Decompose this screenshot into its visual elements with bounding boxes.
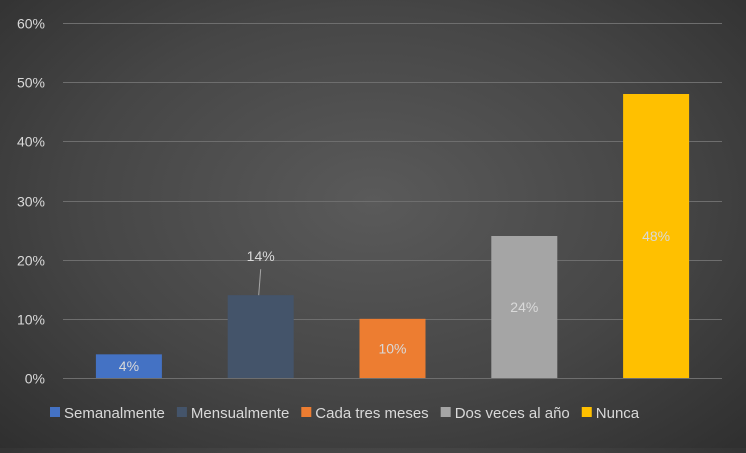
y-tick-label: 20% bbox=[17, 253, 45, 269]
data-label: 24% bbox=[510, 299, 538, 315]
y-tick-label: 0% bbox=[25, 371, 45, 387]
gridlines bbox=[63, 23, 722, 379]
legend-swatch bbox=[581, 407, 592, 417]
data-label: 48% bbox=[642, 228, 670, 244]
y-tick-label: 30% bbox=[17, 194, 45, 210]
legend: Semanalmente Mensualmente Cada tres meses D… bbox=[50, 405, 640, 422]
legend-label: Nunca bbox=[596, 405, 640, 422]
y-axis-ticks: 0% 10% 20% 30% 40% 50% 60% bbox=[17, 16, 45, 387]
bar bbox=[95, 354, 162, 378]
legend-label: Cada tres meses bbox=[315, 405, 428, 422]
legend-swatch bbox=[50, 407, 60, 417]
bars bbox=[95, 94, 690, 378]
y-tick-label: 50% bbox=[17, 75, 45, 91]
bar bbox=[359, 318, 426, 378]
bar bbox=[491, 236, 558, 378]
legend-label: Mensualmente bbox=[191, 405, 289, 422]
data-label: 10% bbox=[378, 340, 406, 356]
legend-label: Semanalmente bbox=[64, 405, 165, 422]
y-tick-label: 10% bbox=[17, 312, 45, 328]
legend-swatch bbox=[176, 407, 187, 417]
data-label: 4% bbox=[119, 358, 139, 374]
legend-swatch bbox=[440, 407, 451, 417]
legend-label: Dos veces al año bbox=[455, 405, 570, 422]
legend-swatch bbox=[301, 407, 312, 417]
bar bbox=[623, 94, 690, 378]
y-tick-label: 40% bbox=[17, 134, 45, 150]
y-tick-label: 60% bbox=[17, 16, 45, 32]
bar bbox=[227, 295, 294, 378]
data-label: 14% bbox=[247, 248, 275, 264]
leader-line bbox=[258, 269, 262, 296]
data-labels: 4% 14% 10% 24% 48% bbox=[119, 228, 670, 374]
